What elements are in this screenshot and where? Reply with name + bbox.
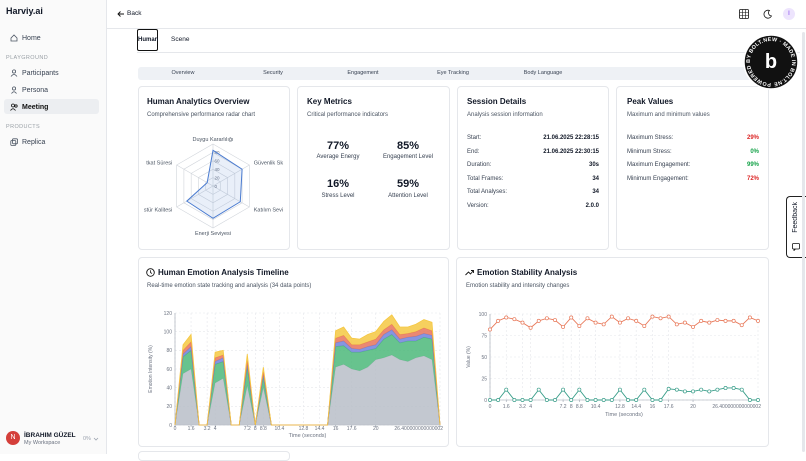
- row-value: 72%: [746, 175, 759, 182]
- row-label: Version:: [467, 202, 489, 209]
- home-icon: [10, 34, 18, 42]
- metric-value: 85%: [396, 140, 420, 152]
- card-subtitle: Comprehensive performance radar chart: [147, 112, 256, 118]
- nav-section: PLAYGROUND: [6, 55, 49, 61]
- row-label: Maximum Engagement:: [627, 162, 691, 168]
- card-subtitle: Critical performance indicators: [307, 112, 389, 118]
- tabs-divider: [137, 52, 800, 53]
- back-icon[interactable]: [117, 10, 125, 18]
- back-button[interactable]: Back: [127, 10, 142, 17]
- row-label: Total Analyses:: [467, 189, 508, 195]
- scrollbar[interactable]: [802, 32, 805, 452]
- nav-home[interactable]: Home: [22, 35, 41, 42]
- meeting-icon: [10, 103, 18, 111]
- nav-section: PRODUCTS: [6, 124, 41, 130]
- sidebar: [0, 0, 107, 454]
- badge[interactable]: [743, 34, 799, 90]
- brand[interactable]: Harviy.ai: [6, 6, 43, 16]
- nav-item[interactable]: Replica: [22, 139, 46, 146]
- feedback-tab[interactable]: [786, 196, 806, 258]
- session-card: [457, 86, 609, 250]
- grid-icon[interactable]: [739, 9, 749, 19]
- stability-card: [456, 257, 769, 447]
- tab[interactable]: Scene: [171, 36, 190, 43]
- tab-active[interactable]: Human: [137, 29, 158, 51]
- row-value: 34: [592, 189, 599, 195]
- row-value: 2.0.0: [585, 202, 599, 209]
- metric-label: Stress Level: [321, 193, 355, 199]
- theme-icon[interactable]: [763, 9, 773, 19]
- card-title: Human Analytics Overview: [147, 97, 250, 106]
- subtab[interactable]: Overview: [171, 70, 195, 76]
- subtab-bar: [138, 67, 769, 80]
- subtab[interactable]: Security: [263, 70, 283, 76]
- peaks-card: [616, 86, 769, 250]
- card-subtitle: Emotion stability and intensity changes: [466, 283, 570, 289]
- header-divider: [107, 28, 806, 29]
- card-subtitle: Maximum and minimum values: [627, 112, 710, 118]
- row-label: Maximum Stress:: [627, 135, 674, 141]
- subtab[interactable]: Eye Tracking: [437, 70, 469, 76]
- user-name: İBRAHIM GÜZEL: [24, 432, 76, 439]
- nav-item[interactable]: Participants: [22, 70, 59, 77]
- chevron-icon[interactable]: [93, 436, 99, 442]
- card-subtitle: Real-time emotion state tracking and ana…: [147, 283, 312, 289]
- user-progress: 0%: [83, 436, 91, 442]
- header-avatar[interactable]: I: [783, 8, 795, 20]
- nav-item-active[interactable]: Meeting: [22, 104, 49, 111]
- metrics-card: [297, 86, 450, 250]
- row-value: 0%: [750, 148, 759, 155]
- trend-icon: [465, 270, 474, 276]
- metric-label: Average Energy: [316, 154, 360, 160]
- row-value: 99%: [746, 162, 759, 168]
- metric-value: 16%: [326, 178, 350, 190]
- metric-value: 59%: [396, 178, 420, 190]
- feedback-label[interactable]: Feedback: [792, 202, 799, 233]
- metric-value: 77%: [326, 140, 350, 152]
- card-subtitle: Analysis session information: [467, 112, 543, 118]
- row-value: 21.06.2025 22:28:15: [543, 135, 599, 141]
- participants-icon: [10, 69, 18, 77]
- replica-icon: [10, 138, 18, 146]
- feedback-icon[interactable]: [792, 243, 800, 251]
- row-value: 21.06.2025 22:30:15: [543, 148, 599, 155]
- next-card: [138, 451, 290, 461]
- card-title: Peak Values: [627, 97, 674, 106]
- card-title: Emotion Stability Analysis: [477, 268, 578, 277]
- timeline-icon: [146, 268, 155, 277]
- row-value: 29%: [746, 135, 759, 141]
- subtab[interactable]: Body Language: [523, 70, 563, 76]
- row-label: Minimum Stress:: [627, 148, 672, 155]
- card-title: Key Metrics: [307, 97, 352, 106]
- metric-label: Attention Level: [388, 193, 428, 199]
- row-label: Total Frames:: [467, 175, 504, 182]
- user-workspace: My Workspace: [24, 440, 61, 446]
- row-label: Start:: [467, 135, 482, 141]
- overview-card: [138, 86, 290, 250]
- row-label: Duration:: [467, 162, 492, 168]
- persona-icon: [11, 86, 17, 94]
- row-value: 30s: [588, 162, 599, 168]
- card-title: Session Details: [467, 97, 527, 106]
- nav-active-bg: [4, 99, 99, 114]
- nav-item[interactable]: Persona: [22, 87, 49, 94]
- row-label: Minimum Engagement:: [627, 175, 689, 182]
- row-label: End:: [467, 148, 480, 155]
- user-avatar[interactable]: N: [6, 431, 20, 445]
- card-title: Human Emotion Analysis Timeline: [158, 268, 289, 277]
- subtab[interactable]: Engagement: [347, 70, 379, 76]
- row-value: 34: [592, 175, 599, 182]
- metric-label: Engagement Level: [382, 154, 434, 160]
